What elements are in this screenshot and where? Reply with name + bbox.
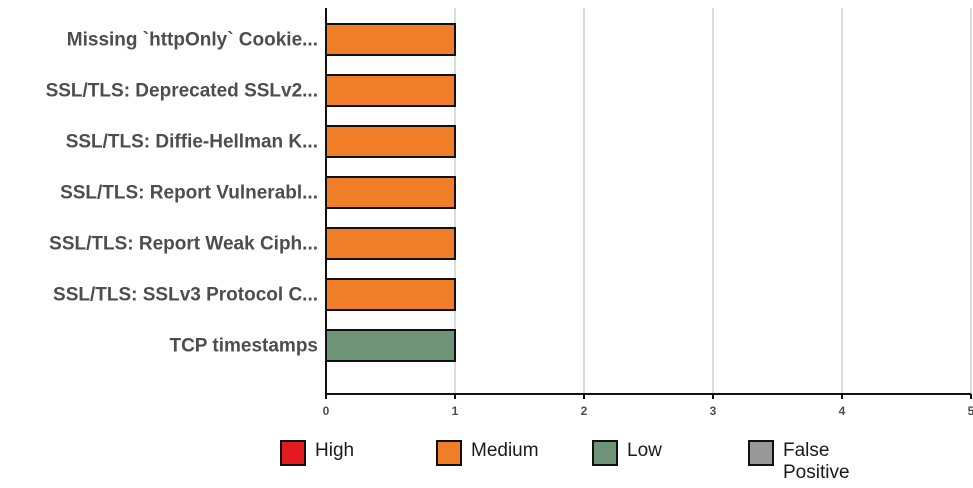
legend-label-high: High — [315, 440, 355, 461]
category-label: SSL/TLS: SSLv3 Protocol C... — [53, 285, 318, 306]
legend-label-low: Low — [627, 440, 662, 461]
category-label: SSL/TLS: Report Weak Ciph... — [49, 234, 318, 255]
bar — [325, 329, 456, 362]
legend-swatch-medium — [436, 440, 462, 466]
bar — [325, 227, 456, 260]
x-tick-label: 4 — [839, 404, 846, 418]
legend-item-high[interactable]: High — [280, 440, 405, 466]
legend-item-medium[interactable]: Medium — [436, 440, 561, 466]
x-tick-label: 0 — [323, 404, 330, 418]
legend-swatch-high — [280, 440, 306, 466]
bar — [325, 74, 456, 107]
category-label: SSL/TLS: Deprecated SSLv2... — [46, 81, 318, 102]
category-label: SSL/TLS: Diffie-Hellman K... — [66, 132, 318, 153]
category-label: Missing `httpOnly` Cookie... — [67, 30, 318, 51]
legend-swatch-low — [592, 440, 618, 466]
bar — [325, 278, 456, 311]
category-label: TCP timestamps — [169, 336, 318, 357]
x-tick-label: 1 — [452, 404, 459, 418]
bar — [325, 125, 456, 158]
legend-swatch-false-positive — [748, 440, 774, 466]
legend-item-false-positive[interactable]: False Positive — [748, 440, 873, 484]
x-tick-label: 3 — [710, 404, 717, 418]
category-label: SSL/TLS: Report Vulnerabl... — [60, 183, 318, 204]
legend-label-medium: Medium — [471, 440, 539, 461]
legend-item-low[interactable]: Low — [592, 440, 717, 466]
legend-label-false-positive: False Positive — [783, 440, 850, 483]
chart: 0 1 2 3 4 5 Missing `httpOnly` Cookie... SSL/TL… — [46, 8, 973, 418]
x-tick-label: 5 — [968, 404, 973, 418]
bar — [325, 176, 456, 209]
legend: High Medium Low False Positive — [0, 440, 973, 488]
x-tick-label: 2 — [581, 404, 588, 418]
bar — [325, 23, 456, 56]
